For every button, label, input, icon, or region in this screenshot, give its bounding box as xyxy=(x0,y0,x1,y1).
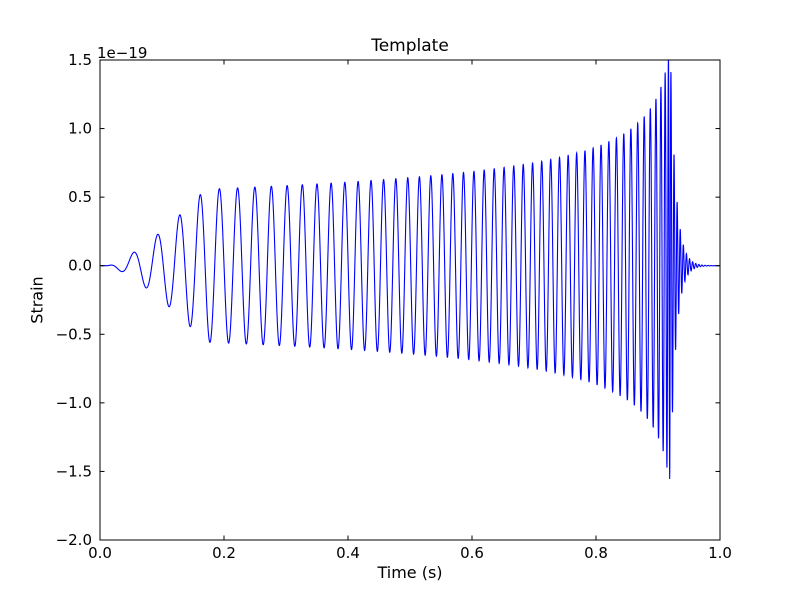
x-tick-label: 0.0 xyxy=(88,544,112,562)
y-tick-label: 1.0 xyxy=(68,120,92,138)
axes-frame xyxy=(99,59,721,541)
x-tick-label: 1.0 xyxy=(708,544,732,562)
y-tick-label: −2.0 xyxy=(56,531,92,549)
y-axis-offset-label: 1e−19 xyxy=(97,44,148,62)
y-tick-label: 0.0 xyxy=(68,257,92,275)
plot-title: Template xyxy=(371,36,449,56)
x-tick-label: 0.4 xyxy=(336,544,360,562)
y-tick-label: 1.5 xyxy=(68,51,92,69)
waveform-line xyxy=(100,60,720,479)
y-tick-label: −1.5 xyxy=(56,462,92,480)
x-tick-label: 0.2 xyxy=(212,544,236,562)
y-axis-label: Strain xyxy=(27,276,47,324)
y-tick-label: −0.5 xyxy=(56,325,92,343)
y-tick-label: 0.5 xyxy=(68,188,92,206)
x-tick-label: 0.6 xyxy=(460,544,484,562)
x-axis-label: Time (s) xyxy=(377,563,443,582)
x-tick-label: 0.8 xyxy=(584,544,608,562)
y-tick-label: −1.0 xyxy=(56,394,92,412)
